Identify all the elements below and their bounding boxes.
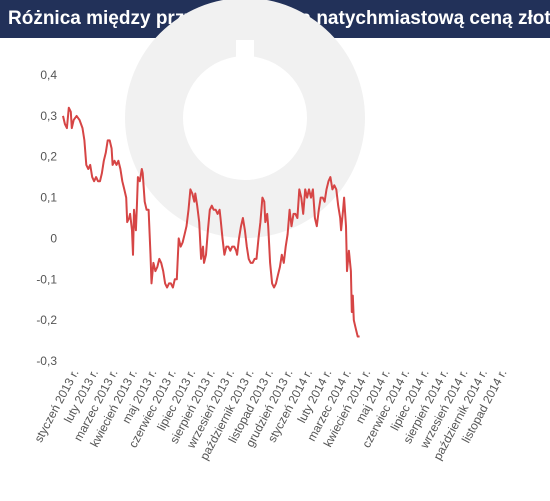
- y-tick-label: 0,2: [40, 150, 57, 164]
- watermark-logo: [125, 0, 365, 238]
- y-tick-label: -0,3: [36, 354, 57, 368]
- plot-area: [62, 106, 360, 338]
- series-line: [62, 106, 360, 338]
- y-tick-label: 0: [50, 231, 57, 245]
- x-axis: styczeń 2013 r.luty 2013 r.marzec 2013 r…: [31, 367, 509, 463]
- y-tick-label: 0,4: [40, 68, 57, 82]
- y-tick-label: -0,1: [36, 272, 57, 286]
- y-tick-label: 0,1: [40, 191, 57, 205]
- y-tick-label: -0,2: [36, 313, 57, 327]
- y-tick-label: 0,3: [40, 109, 57, 123]
- y-axis: 0,4 0,3 0,2 0,1 0 -0,1 -0,2 -0,3: [36, 68, 57, 368]
